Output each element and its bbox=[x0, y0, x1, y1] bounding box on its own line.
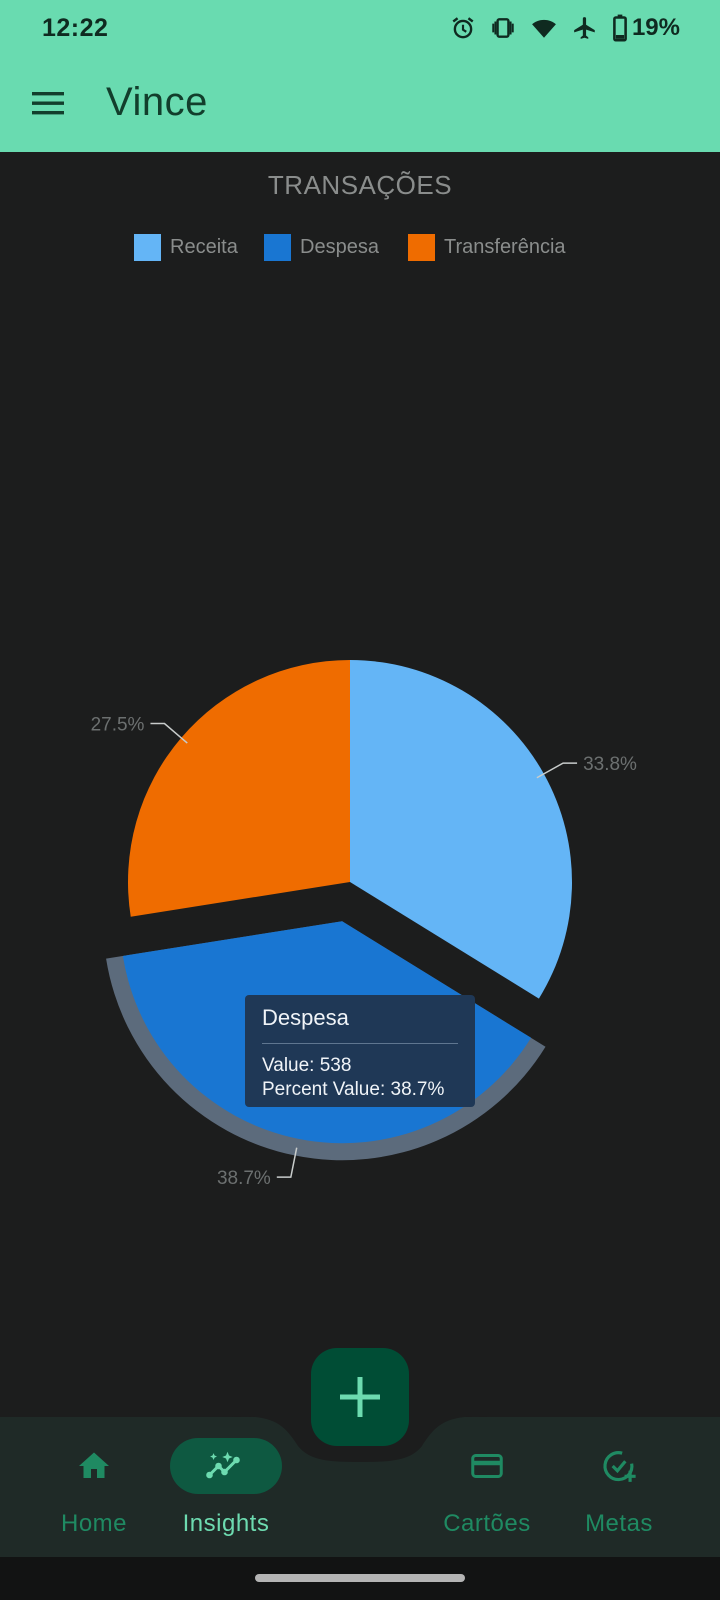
bottom-navigation: Home Insights Cartões Metas bbox=[0, 1417, 720, 1557]
nav-pill-metas bbox=[563, 1438, 675, 1494]
pie-chart: 33.8% 38.7% 27.5% bbox=[91, 660, 637, 1189]
status-bar: 12:22 19% bbox=[0, 0, 720, 56]
battery-percent: 19% bbox=[631, 14, 680, 41]
legend-label-transferencia: Transferência bbox=[444, 236, 566, 258]
slice-label-receita: 33.8% bbox=[583, 754, 637, 775]
leader-line-despesa bbox=[276, 1147, 298, 1178]
nav-pill-cartoes bbox=[431, 1438, 543, 1494]
home-icon bbox=[79, 1452, 109, 1478]
app-title: Vince bbox=[106, 80, 208, 124]
legend-swatch-transferencia bbox=[408, 234, 435, 261]
slice-label-despesa: 38.7% bbox=[217, 1168, 271, 1189]
gesture-handle[interactable] bbox=[255, 1574, 465, 1582]
tooltip-title: Despesa bbox=[262, 1005, 349, 1030]
chart-area: TRANSAÇÕES Receita Despesa Transferência… bbox=[0, 152, 720, 1417]
legend-label-receita: Receita bbox=[170, 236, 238, 258]
status-time: 12:22 bbox=[42, 14, 109, 42]
plus-icon bbox=[340, 1377, 380, 1417]
tooltip-percent: Percent Value: 38.7% bbox=[262, 1079, 445, 1100]
chart-legend: Receita Despesa Transferência bbox=[0, 234, 720, 264]
nav-label-home: Home bbox=[60, 1510, 128, 1537]
pie-slice-transferencia[interactable] bbox=[127, 660, 350, 917]
legend-item-transferencia[interactable]: Transferência bbox=[408, 234, 566, 261]
legend-item-receita[interactable]: Receita bbox=[134, 234, 238, 261]
legend-item-despesa[interactable]: Despesa bbox=[264, 234, 379, 261]
nav-label-cartoes: Cartões bbox=[443, 1510, 531, 1537]
app-bar: Vince bbox=[0, 56, 720, 152]
nav-item-insights[interactable]: Insights bbox=[170, 1417, 282, 1557]
battery-icon bbox=[613, 14, 627, 42]
credit-card-icon bbox=[471, 1454, 503, 1478]
legend-label-despesa: Despesa bbox=[300, 236, 379, 258]
nav-label-insights: Insights bbox=[182, 1510, 270, 1537]
legend-swatch-despesa bbox=[264, 234, 291, 261]
tooltip-value: Value: 538 bbox=[262, 1055, 352, 1076]
wifi-icon bbox=[532, 19, 556, 38]
insights-icon bbox=[206, 1451, 240, 1479]
nav-item-cartoes[interactable]: Cartões bbox=[431, 1417, 543, 1557]
airplane-icon bbox=[574, 17, 595, 39]
add-transaction-button[interactable] bbox=[311, 1348, 409, 1446]
nav-pill-home bbox=[38, 1438, 150, 1494]
leader-line-receita bbox=[536, 762, 578, 779]
status-icons: 19% bbox=[450, 12, 680, 44]
vibrate-icon bbox=[492, 18, 514, 38]
goal-check-icon bbox=[603, 1451, 636, 1482]
legend-swatch-receita bbox=[134, 234, 161, 261]
nav-pill-insights bbox=[170, 1438, 282, 1494]
slice-label-transferencia: 27.5% bbox=[91, 715, 145, 736]
chart-title: TRANSAÇÕES bbox=[267, 170, 453, 200]
pie-slice-receita[interactable] bbox=[350, 660, 572, 999]
alarm-icon bbox=[452, 17, 474, 39]
tooltip-divider bbox=[262, 1043, 458, 1044]
nav-label-metas: Metas bbox=[585, 1510, 653, 1537]
leader-line-transferencia bbox=[150, 722, 188, 744]
menu-icon[interactable] bbox=[30, 86, 66, 122]
nav-item-metas[interactable]: Metas bbox=[563, 1417, 675, 1557]
nav-item-home[interactable]: Home bbox=[38, 1417, 150, 1557]
chart-tooltip: Despesa Value: 538 Percent Value: 38.7% bbox=[245, 995, 475, 1107]
